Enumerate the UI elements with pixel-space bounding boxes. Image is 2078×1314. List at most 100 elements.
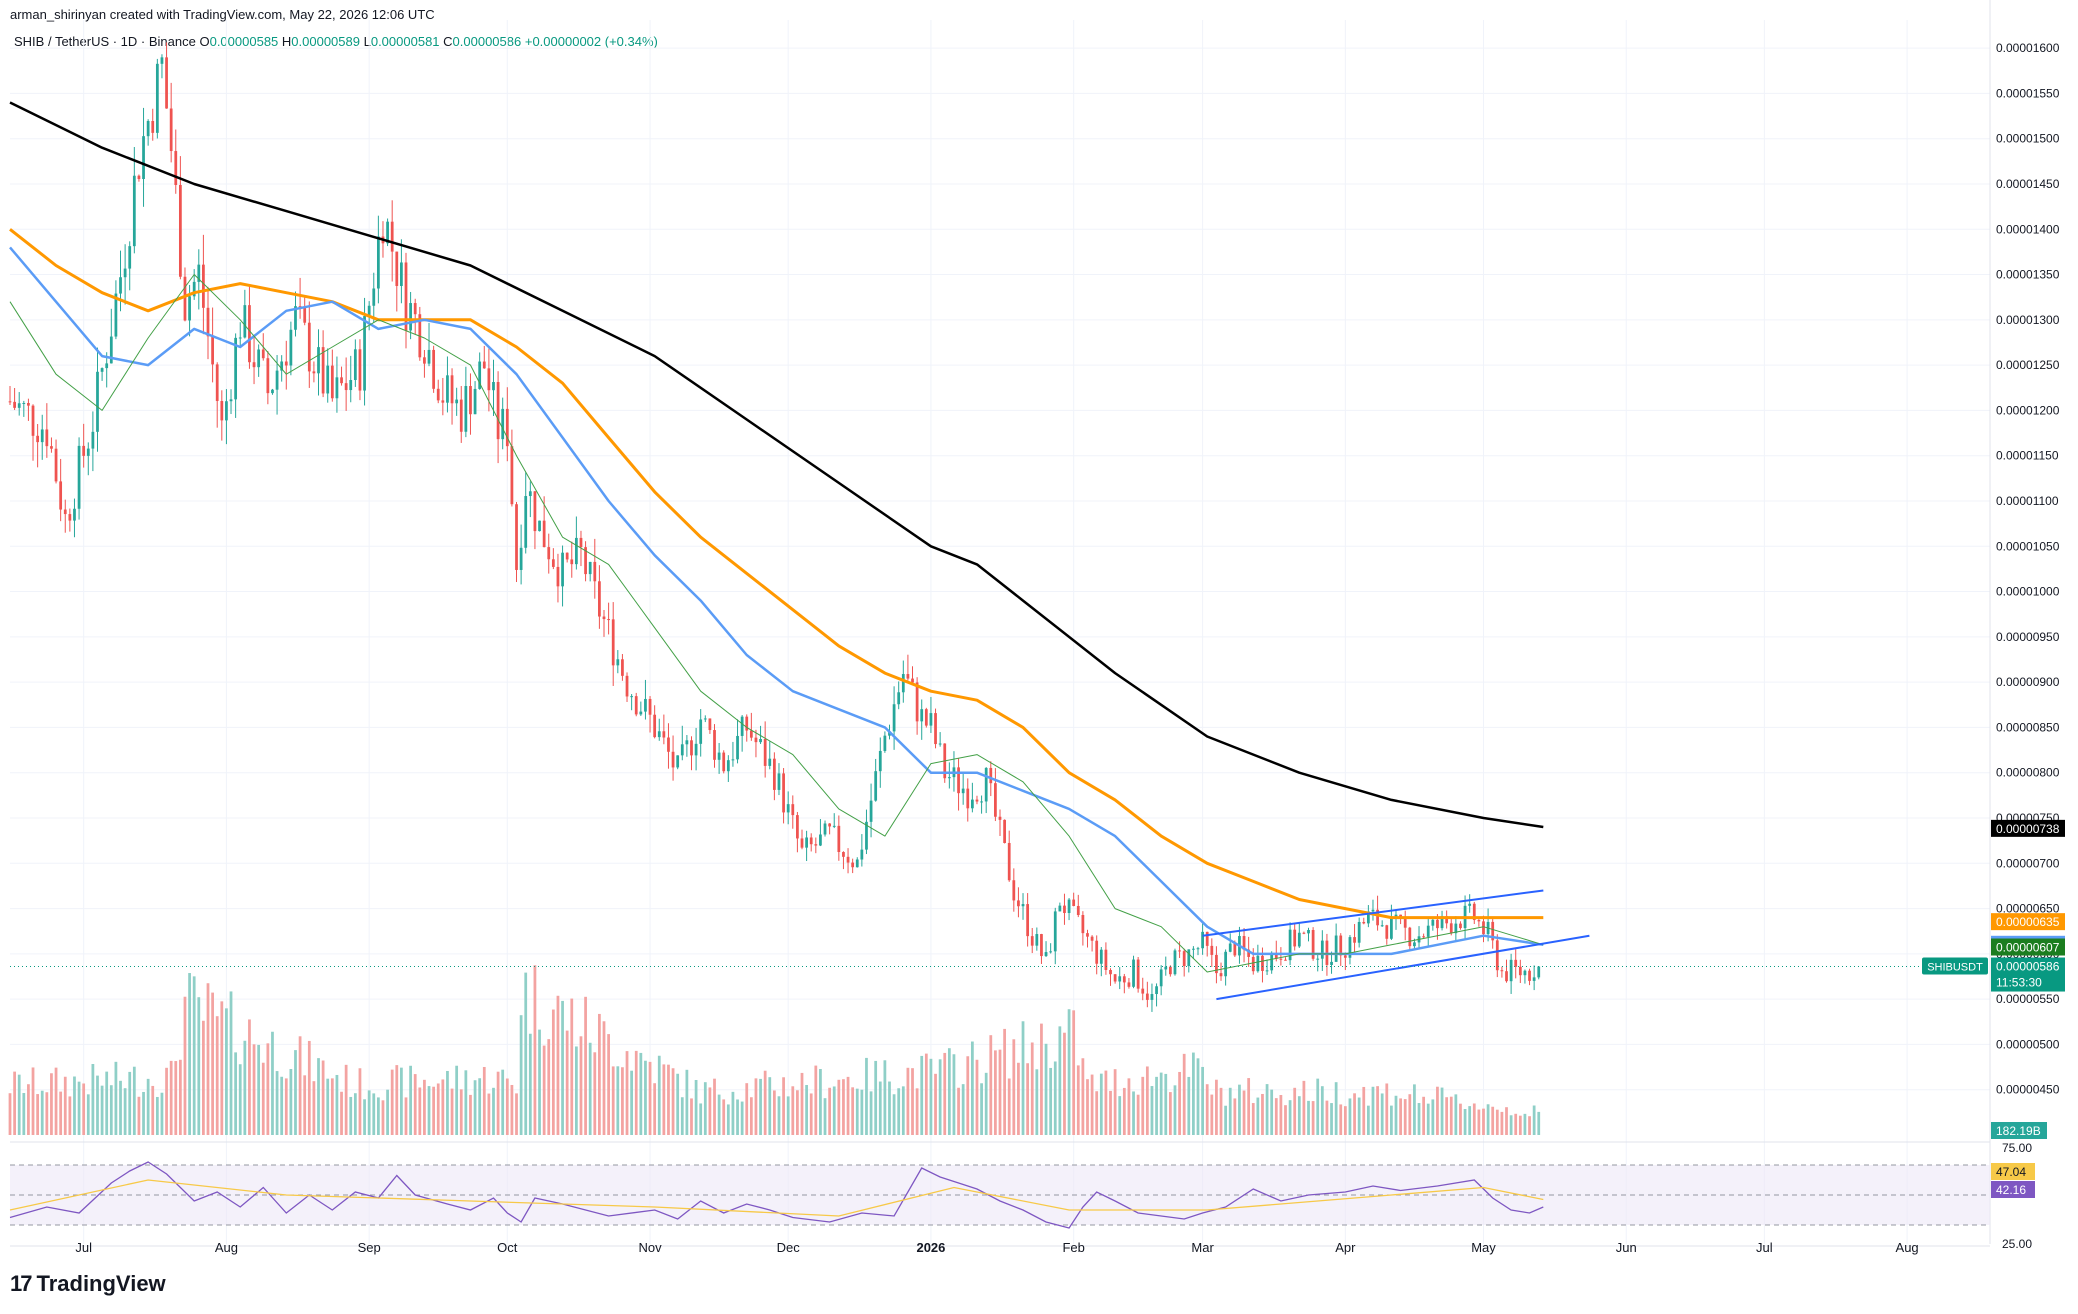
candle-body xyxy=(759,739,762,743)
volume-bar xyxy=(551,1009,555,1135)
volume-bar xyxy=(1505,1107,1508,1135)
candle-body xyxy=(957,767,960,794)
volume-bar xyxy=(261,1062,265,1135)
candle-body xyxy=(155,63,159,133)
volume-bar xyxy=(1528,1116,1531,1135)
volume-bar xyxy=(1178,1071,1181,1135)
volume-bar xyxy=(31,1067,35,1135)
trend-channel[interactable] xyxy=(1202,889,1590,1001)
candle-body xyxy=(1413,942,1416,947)
volume-bar xyxy=(1141,1076,1145,1135)
candle-body xyxy=(96,371,99,432)
volume-bar xyxy=(1403,1099,1407,1135)
volume-bar xyxy=(312,1081,316,1135)
volume-bar xyxy=(307,1040,311,1135)
candle-body xyxy=(1215,954,1218,974)
volume-bar xyxy=(271,1031,274,1135)
candle-body xyxy=(934,713,937,745)
candle-body xyxy=(340,377,343,384)
candle-body xyxy=(215,364,219,402)
volume-bar xyxy=(123,1088,127,1135)
volume-bar xyxy=(1334,1082,1338,1135)
candle-body xyxy=(423,357,426,364)
candle-body xyxy=(17,403,21,408)
candle-body xyxy=(703,718,707,720)
volume-bar xyxy=(796,1090,799,1135)
candle-body xyxy=(409,303,412,331)
symbol-legend[interactable]: SHIB / TetherUS · 1D · Binance O 0.000005… xyxy=(14,34,658,49)
volume-bar xyxy=(772,1090,776,1135)
volume-bar xyxy=(726,1104,730,1135)
candle-body xyxy=(1509,959,1513,982)
rsi-value-tag: 42.16 xyxy=(1996,1183,2026,1197)
candle-body xyxy=(1288,929,1292,961)
price-tick-label: 0.00001350 xyxy=(1996,268,2060,282)
candle-body xyxy=(837,825,841,853)
candle-body xyxy=(1210,945,1214,955)
volume-bar xyxy=(36,1094,40,1135)
volume-bar xyxy=(146,1078,150,1135)
candle-body xyxy=(459,399,463,432)
candle-body xyxy=(1353,937,1356,943)
volume-bar xyxy=(1261,1093,1264,1135)
volume-bar xyxy=(510,1084,514,1135)
price-tick-label: 0.00001000 xyxy=(1996,585,2060,599)
candle-body xyxy=(699,719,703,744)
volume-bar xyxy=(634,1050,638,1135)
volume-bar xyxy=(1210,1094,1214,1135)
volume-bar xyxy=(1053,1061,1057,1135)
volume-bar xyxy=(1021,1021,1025,1135)
volume-bar xyxy=(565,1030,569,1135)
volume-bar xyxy=(901,1086,905,1135)
candle-body xyxy=(91,431,95,449)
candle-body xyxy=(211,336,214,365)
candle-body xyxy=(1095,940,1099,964)
volume-bar xyxy=(630,1070,634,1135)
price-tag: 0.00000635 xyxy=(1996,915,2060,929)
volume-bar xyxy=(91,1064,95,1135)
candle-body xyxy=(975,799,979,802)
candle-body xyxy=(1145,993,1149,1000)
candle-body xyxy=(386,221,389,244)
candle-body xyxy=(100,368,104,372)
candle-body xyxy=(800,838,804,848)
volume-bar xyxy=(860,1089,864,1135)
candle-body xyxy=(722,752,726,772)
candle-body xyxy=(565,552,569,560)
volume-bar xyxy=(667,1064,670,1135)
candle-body xyxy=(547,547,551,560)
volume-bar xyxy=(280,1076,284,1135)
chart-credit: arman_shirinyan created with TradingView… xyxy=(10,7,435,22)
tradingview-logo[interactable]: 17 TradingView xyxy=(10,1271,166,1297)
volume-bar xyxy=(1279,1095,1283,1135)
volume-bar xyxy=(846,1076,850,1135)
volume-bar xyxy=(1297,1096,1301,1135)
candle-body xyxy=(335,377,339,399)
volume-bar xyxy=(1058,1026,1062,1135)
volume-bar xyxy=(694,1079,698,1135)
candle-body xyxy=(1426,925,1430,937)
volume-bar xyxy=(100,1085,104,1135)
volume-bar xyxy=(1099,1073,1103,1135)
candle-body xyxy=(1081,915,1085,934)
volume-bar xyxy=(1325,1100,1329,1135)
volume-bar xyxy=(1104,1070,1108,1135)
volume-bar xyxy=(1426,1103,1430,1135)
symbol-name[interactable]: SHIB / TetherUS · 1D · Binance xyxy=(14,34,196,49)
candle-body xyxy=(570,559,574,565)
volume-bar xyxy=(782,1077,785,1135)
volume-bar xyxy=(1353,1093,1356,1135)
volume-bar xyxy=(1012,1039,1016,1135)
volume-bar xyxy=(459,1089,463,1135)
volume-bar xyxy=(1090,1074,1094,1135)
candle-body xyxy=(616,659,620,666)
candle-body xyxy=(1445,916,1449,924)
price-tag: 0.00000738 xyxy=(1996,822,2060,836)
candle-body xyxy=(1026,904,1030,937)
volume-tag-bg xyxy=(1991,1122,2047,1139)
candle-body xyxy=(1150,994,1154,1000)
volume-bar xyxy=(915,1088,919,1135)
candle-body xyxy=(786,804,790,813)
volume-bar xyxy=(1357,1097,1361,1135)
